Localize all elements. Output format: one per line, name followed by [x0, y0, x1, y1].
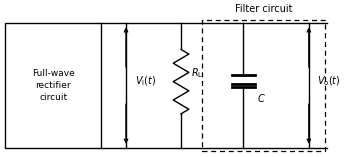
Text: $V_{\rm i}(t)$: $V_{\rm i}(t)$: [135, 74, 156, 88]
Text: $V_{\rm o}(t)$: $V_{\rm o}(t)$: [317, 74, 340, 88]
Bar: [202, 20, 325, 151]
Text: $C$: $C$: [257, 92, 266, 104]
Bar: [5, 23, 101, 148]
Text: $R_{\rm L}$: $R_{\rm L}$: [191, 66, 203, 80]
Text: Filter circuit: Filter circuit: [235, 4, 292, 14]
Text: Full-wave
rectifier
circuit: Full-wave rectifier circuit: [32, 69, 75, 102]
